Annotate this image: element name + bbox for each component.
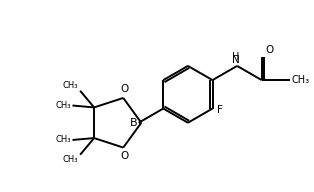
Text: O: O [120, 84, 128, 94]
Text: N: N [232, 55, 240, 65]
Text: CH₃: CH₃ [55, 101, 71, 110]
Text: B: B [129, 118, 137, 128]
Text: CH₃: CH₃ [292, 75, 310, 85]
Text: O: O [265, 45, 273, 55]
Text: F: F [217, 105, 222, 115]
Text: H: H [232, 52, 240, 62]
Text: CH₃: CH₃ [63, 81, 78, 90]
Text: O: O [120, 151, 128, 161]
Text: CH₃: CH₃ [63, 155, 78, 164]
Text: CH₃: CH₃ [55, 136, 71, 144]
